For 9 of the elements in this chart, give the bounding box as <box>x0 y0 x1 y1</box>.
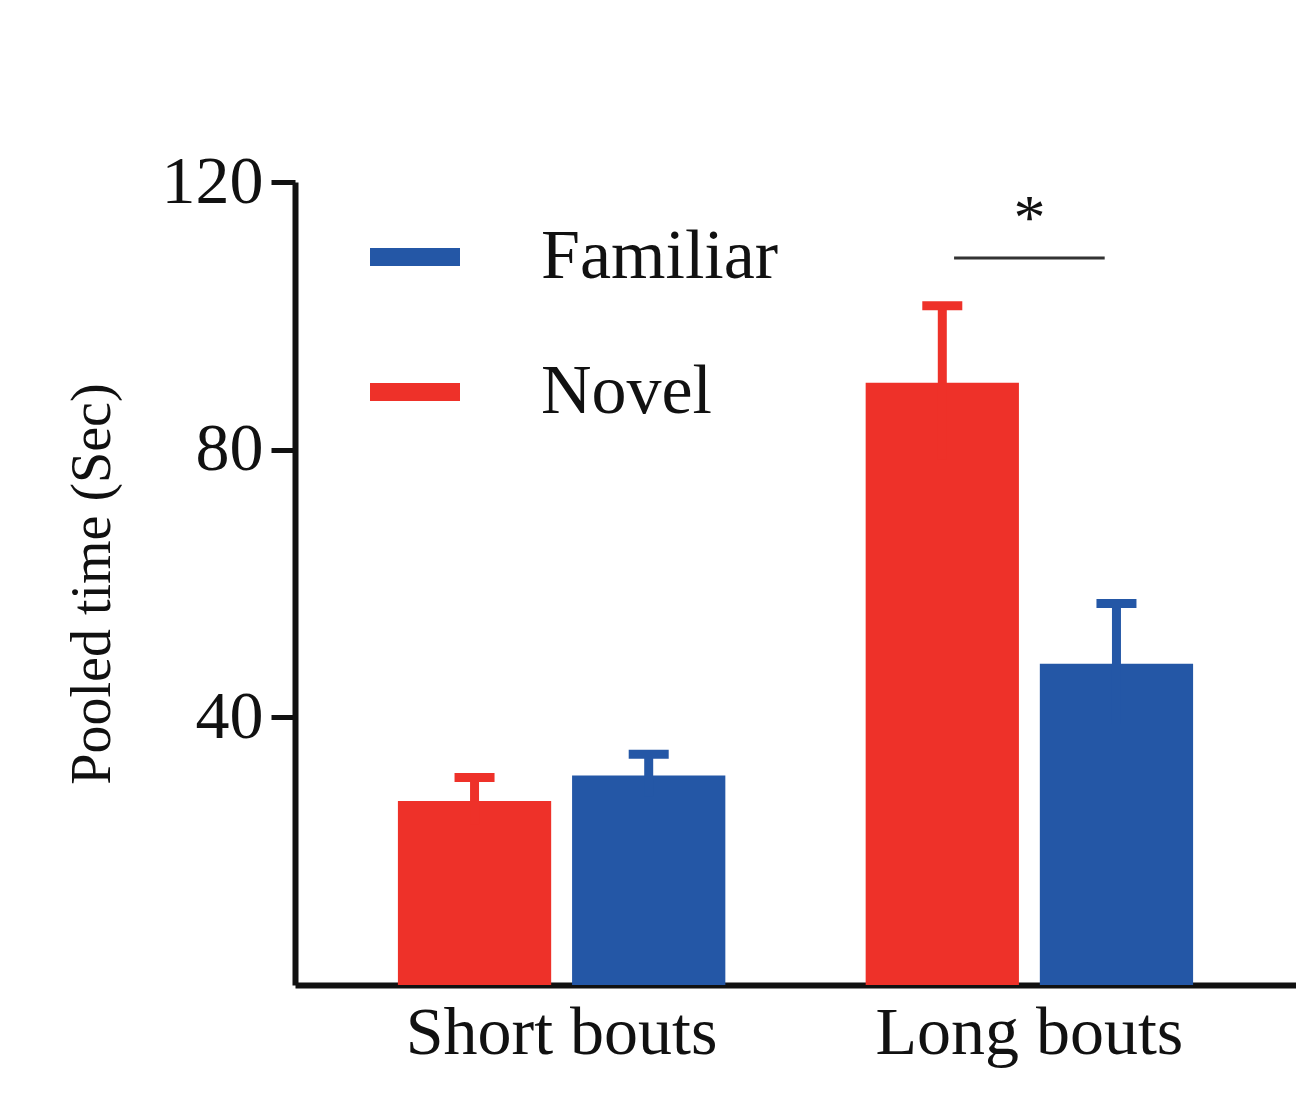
annotation: * <box>1013 182 1046 253</box>
y-tick-label: 80 <box>195 409 264 486</box>
legend-label: Familiar <box>541 216 779 293</box>
x-tick-label: Long bouts <box>875 992 1184 1069</box>
x-tick-label: Short bouts <box>405 992 718 1069</box>
y-tick-label: 120 <box>161 141 264 218</box>
y-axis-title: Pooled time (Sec) <box>59 383 123 785</box>
y-tick-label: 40 <box>195 676 264 753</box>
legend-label: Novel <box>541 351 713 428</box>
